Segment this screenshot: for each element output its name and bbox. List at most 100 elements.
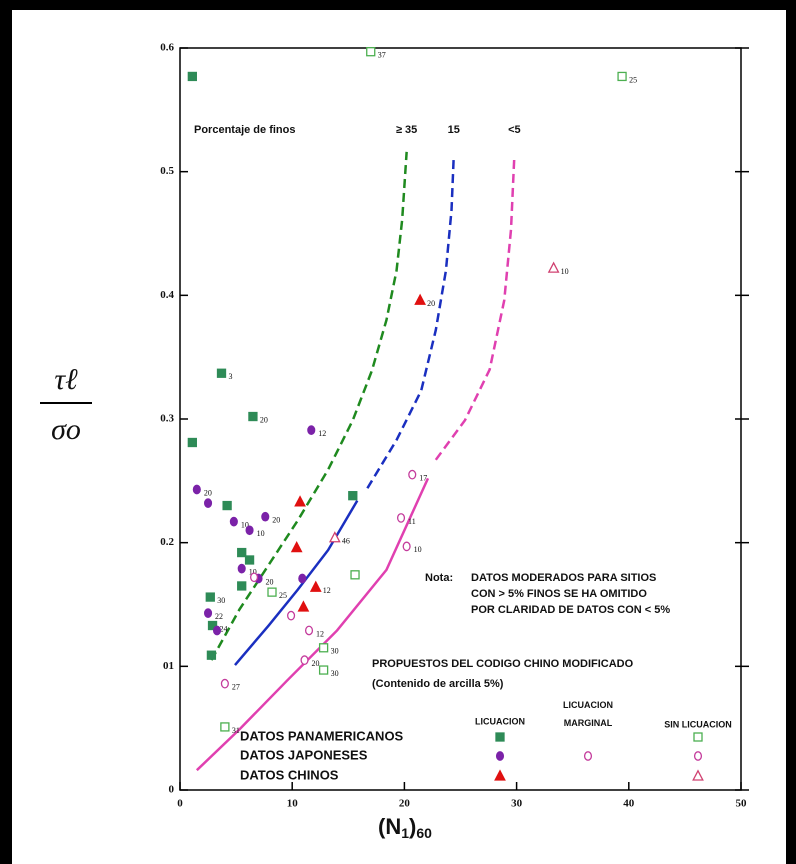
point-label: 30 <box>331 647 339 656</box>
x-label-part: 60 <box>416 825 432 841</box>
y-tick-label: 0.5 <box>160 165 174 177</box>
point-label: 20 <box>204 488 212 497</box>
curve <box>234 499 359 666</box>
note-head: Nota: <box>425 572 453 584</box>
point <box>244 555 255 565</box>
point-label: 30 <box>331 669 339 678</box>
x-label-part: 1 <box>401 825 409 841</box>
curve-label: 15 <box>448 124 460 136</box>
point-label: 25 <box>629 75 637 84</box>
note-line: CON > 5% FINOS SE HA OMITIDO <box>471 588 647 600</box>
point-label: 12 <box>318 429 326 438</box>
point-label: 20 <box>266 577 274 586</box>
point-label: 12 <box>316 629 324 638</box>
legend-marker <box>494 769 506 781</box>
x-tick-label: 20 <box>399 798 411 810</box>
legend-row-label: DATOS PANAMERICANOS <box>240 728 404 743</box>
point-label: 17 <box>419 473 427 482</box>
y-tick-label: 0.2 <box>160 536 174 548</box>
legend-marker <box>692 769 704 781</box>
point <box>220 678 229 689</box>
y-label-numerator: τℓ <box>54 363 78 396</box>
point-label: 25 <box>279 591 287 600</box>
point-label: 20 <box>312 659 320 668</box>
point <box>300 655 309 666</box>
legend-column-label: LICUACION <box>475 716 525 726</box>
point <box>298 573 307 584</box>
x-label-part: (N <box>378 814 401 839</box>
curves-title: Porcentaje de finos <box>194 124 295 136</box>
point <box>187 437 197 448</box>
y-label-denominator: σo <box>51 413 81 446</box>
point <box>212 625 222 636</box>
x-tick-label: 40 <box>623 798 635 810</box>
annotation: (Contenido de arcilla 5%) <box>372 678 504 690</box>
point-label: 27 <box>232 682 240 691</box>
point-label: 37 <box>378 51 386 60</box>
point <box>237 547 247 558</box>
point-label: 11 <box>408 517 416 526</box>
point <box>261 511 270 522</box>
note-line: DATOS MODERADOS PARA SITIOS <box>471 572 656 584</box>
point <box>297 600 310 612</box>
point-label: 20 <box>272 516 280 525</box>
point <box>307 425 316 435</box>
point <box>366 47 376 57</box>
point-label: 20 <box>260 415 268 424</box>
point <box>237 581 247 591</box>
legend-row-label: DATOS JAPONESES <box>240 747 368 762</box>
point <box>207 620 218 631</box>
x-tick-label: 50 <box>736 798 748 810</box>
point <box>192 484 201 495</box>
point <box>309 580 322 592</box>
y-tick-label: 0.3 <box>160 413 174 425</box>
point <box>547 261 560 273</box>
curve <box>366 155 456 489</box>
point-label: 3 <box>229 372 233 381</box>
point <box>216 368 227 378</box>
point-label: 10 <box>414 545 422 554</box>
point <box>248 411 258 422</box>
point <box>229 516 238 527</box>
legend-marker <box>495 732 505 742</box>
point <box>348 491 358 501</box>
curve-label: <5 <box>508 124 521 136</box>
point <box>245 525 254 536</box>
legend-row-label: DATOS CHINOS <box>240 767 339 782</box>
point <box>350 570 360 580</box>
point <box>204 498 213 508</box>
note-line: POR CLARIDAD DE DATOS CON < 5% <box>471 604 670 616</box>
point <box>402 541 411 552</box>
point <box>187 71 197 82</box>
point <box>287 610 296 621</box>
legend-marker <box>495 751 505 761</box>
y-tick-label: 0.4 <box>160 289 174 301</box>
x-tick-label: 0 <box>177 798 183 810</box>
point-label: 30 <box>217 596 225 605</box>
curve <box>195 477 430 772</box>
x-tick-label: 10 <box>287 798 299 810</box>
point <box>414 293 426 305</box>
point-label: 12 <box>323 586 331 595</box>
point <box>205 592 215 602</box>
legend-marker <box>583 751 593 761</box>
point <box>318 643 329 653</box>
legend-marker <box>693 732 703 742</box>
point <box>294 495 306 507</box>
curve <box>210 151 408 661</box>
point <box>304 625 314 636</box>
point-label: 31 <box>232 726 240 735</box>
point <box>617 71 627 82</box>
curve-label: ≥ 35 <box>396 124 417 136</box>
point <box>204 608 213 619</box>
legend-marker <box>693 751 703 761</box>
point-label: 10 <box>241 520 249 529</box>
point-label: 22 <box>215 612 223 621</box>
point <box>408 469 417 480</box>
point <box>267 587 277 597</box>
y-tick-label: 0 <box>169 784 175 796</box>
x-label: (N1)60 <box>378 814 432 841</box>
point <box>220 722 230 732</box>
legend-column-label: LICUACION MARGINAL <box>563 700 613 728</box>
